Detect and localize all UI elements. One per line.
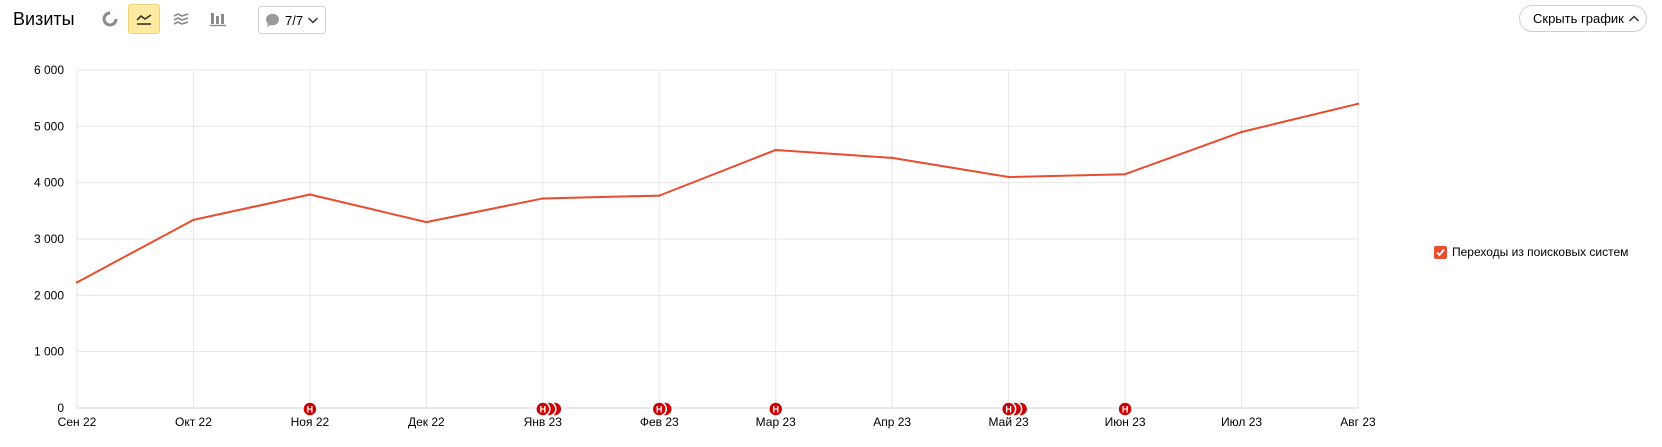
bar-chart-button[interactable]: [202, 4, 234, 34]
note-marker[interactable]: Н: [1117, 401, 1133, 417]
data-point: [75, 281, 79, 284]
line-chart-icon: [136, 14, 152, 25]
chevron-down-icon: [308, 17, 319, 24]
x-tick-label: Авг 23: [1340, 415, 1376, 429]
checkbox-checked-icon[interactable]: [1434, 245, 1447, 259]
chevron-up-icon: [1628, 14, 1639, 22]
note-marker[interactable]: Н: [302, 401, 318, 417]
x-tick-label: Фев 23: [640, 415, 679, 429]
note-marker-letter: Н: [656, 405, 663, 415]
x-tick-label: Окт 22: [175, 415, 212, 429]
y-tick-label: 4 000: [34, 176, 64, 190]
data-point: [308, 193, 312, 196]
x-tick-label: Янв 23: [524, 415, 563, 429]
x-tick-label: Ноя 22: [291, 415, 330, 429]
data-point: [1240, 130, 1243, 134]
data-point: [425, 220, 428, 224]
note-marker-letter: Н: [1005, 405, 1012, 415]
toolbar: Визиты 7/7: [0, 0, 1662, 40]
data-point: [1356, 102, 1360, 106]
legend-label: Переходы из поисковых систем: [1452, 245, 1629, 259]
area-chart-button[interactable]: [165, 4, 197, 34]
area-chart-icon: [173, 13, 189, 25]
data-point: [774, 148, 777, 152]
data-point: [1007, 175, 1010, 179]
x-tick-label: Сен 22: [58, 415, 97, 429]
pie-chart-button[interactable]: [94, 4, 126, 34]
x-tick-label: Май 23: [989, 415, 1030, 429]
note-marker-circle: [651, 401, 668, 417]
report-title: Визиты: [13, 9, 75, 29]
note-marker[interactable]: Н: [535, 401, 551, 417]
notes-button[interactable]: 7/7: [258, 6, 326, 34]
data-point: [541, 197, 545, 200]
y-tick-label: 3 000: [34, 232, 64, 246]
x-tick-label: Июн 23: [1105, 415, 1146, 429]
data-point: [890, 156, 894, 160]
y-tick-label: 6 000: [34, 63, 64, 77]
data-point: [192, 218, 195, 222]
x-tick-label: Мар 23: [756, 415, 796, 429]
note-marker-letter: Н: [307, 405, 314, 415]
note-marker-circle: [1000, 401, 1017, 417]
note-marker-letter: Н: [540, 405, 547, 415]
notes-count: 7/7: [285, 12, 304, 28]
series-line: [76, 102, 1359, 284]
legend-item[interactable]: Переходы из поисковых систем: [1434, 245, 1628, 259]
note-marker[interactable]: Н: [1000, 401, 1017, 417]
hide-chart-label: Скрыть график: [1533, 11, 1624, 26]
pie-chart-icon: [102, 11, 118, 27]
note-marker[interactable]: Н: [651, 401, 668, 417]
x-tick-label: Дек 22: [408, 415, 445, 429]
note-marker-circle: [302, 401, 318, 417]
x-tick-label: Апр 23: [873, 415, 911, 429]
note-marker-circle: [1117, 401, 1133, 417]
line-chart-button[interactable]: [128, 4, 160, 34]
note-marker-letter: Н: [1122, 405, 1129, 415]
y-tick-label: 2 000: [34, 288, 64, 302]
line-chart: 0 1 000 2 000 3 000 4 000 5 000 6 000 Сен 22 Окт…: [34, 63, 1376, 429]
bar-chart-icon: [210, 13, 226, 27]
note-marker-letter: Н: [772, 405, 779, 415]
y-tick-label: 0: [57, 401, 64, 415]
note-marker-circle: [767, 401, 784, 417]
y-tick-label: 5 000: [34, 119, 64, 133]
note-marker[interactable]: Н: [767, 401, 784, 417]
note-marker-circle: [535, 401, 551, 417]
data-point: [658, 194, 661, 197]
x-tick-label: Июл 23: [1221, 415, 1262, 429]
y-tick-label: 1 000: [34, 345, 64, 359]
hide-chart-button[interactable]: Скрыть график: [1519, 5, 1647, 32]
data-point: [1123, 173, 1127, 176]
comment-icon: [266, 13, 279, 27]
